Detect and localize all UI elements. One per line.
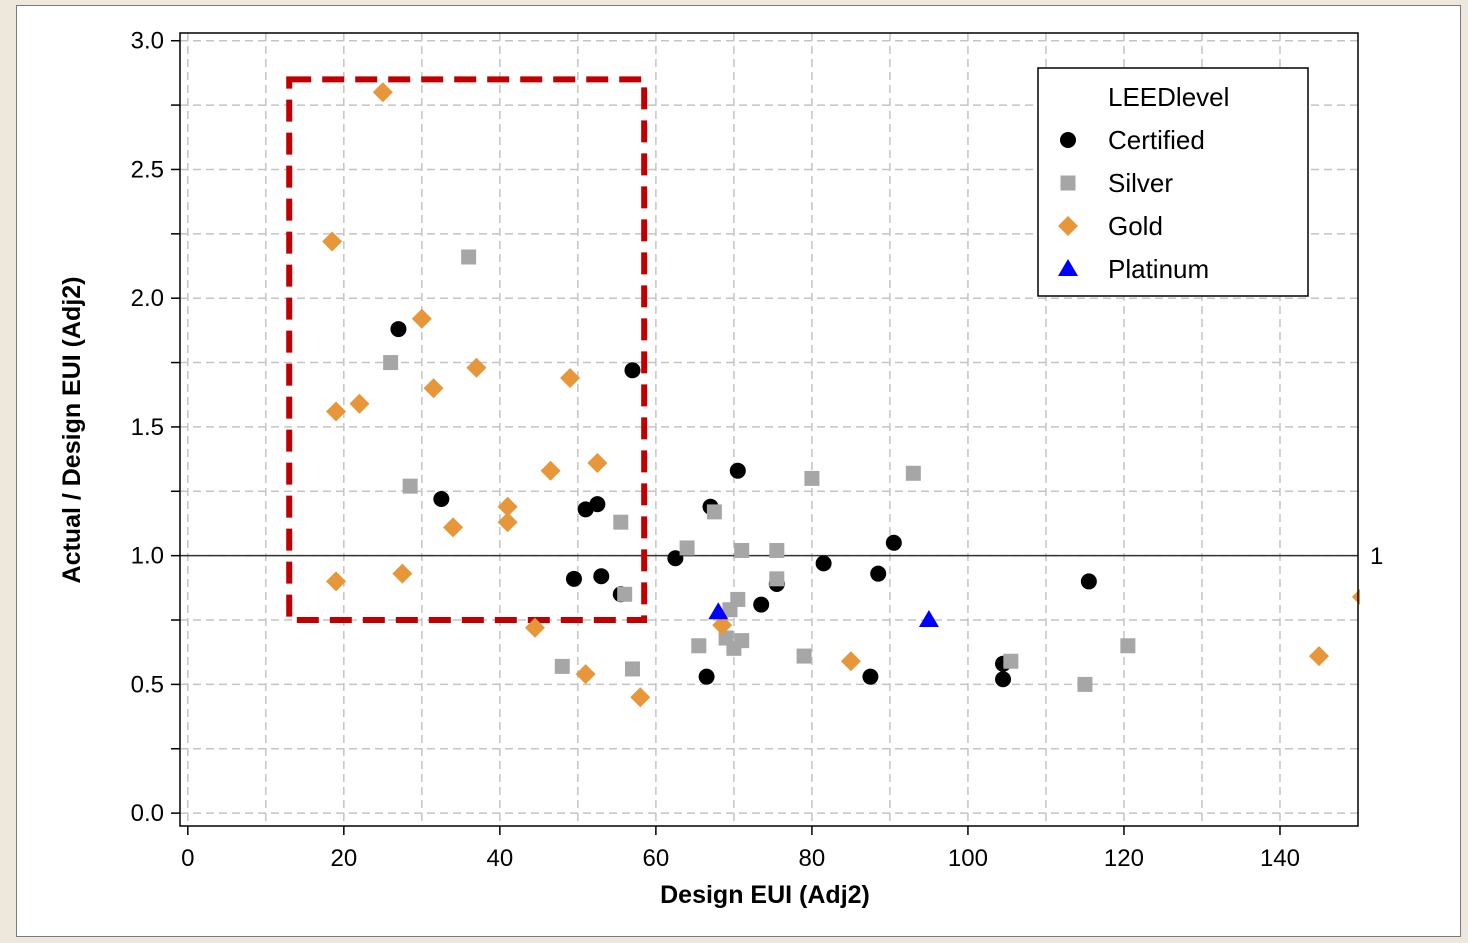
data-point-gold <box>497 512 518 533</box>
legend-marker-platinum <box>1058 259 1078 276</box>
data-point-gold <box>466 357 487 378</box>
data-point-certified <box>624 362 641 379</box>
y-axis-ticks: 0.0 0.5 1.0 1.5 2.0 2.5 3.0 <box>131 28 180 827</box>
data-point-certified <box>870 565 887 582</box>
legend-label-platinum: Platinum <box>1108 254 1209 284</box>
reference-line-label: 1 <box>1370 543 1383 570</box>
x-tick-label: 80 <box>799 845 826 872</box>
legend-label-gold: Gold <box>1108 211 1163 241</box>
legend-marker-silver <box>1060 175 1076 191</box>
data-point-silver <box>402 478 418 494</box>
data-point-gold <box>423 378 444 399</box>
legend-box <box>1037 67 1309 297</box>
data-point-silver <box>905 465 921 481</box>
data-point-certified <box>753 596 770 613</box>
x-tick-label: 40 <box>487 845 514 872</box>
data-point-silver <box>796 648 812 664</box>
data-point-certified <box>565 570 582 587</box>
data-point-certified <box>390 321 407 338</box>
data-point-silver <box>554 658 570 674</box>
data-point-silver <box>613 514 629 530</box>
data-point-gold <box>372 82 393 103</box>
x-axis-ticks: 0 20 40 60 80 100 120 140 <box>181 826 1300 872</box>
data-point-gold <box>712 615 733 636</box>
y-tick-label: 0.0 <box>131 800 164 827</box>
x-tick-label: 20 <box>330 845 357 872</box>
data-points <box>322 82 1360 708</box>
data-point-certified <box>667 550 684 567</box>
data-point-certified <box>589 496 606 513</box>
y-axis-title: Actual / Design EUI (Adj2) <box>58 277 86 584</box>
y-tick-label: 1.0 <box>131 543 164 570</box>
series-silver <box>383 249 1136 692</box>
data-point-silver <box>769 571 785 587</box>
data-point-gold <box>1308 646 1329 667</box>
data-point-certified <box>593 568 610 585</box>
y-tick-label: 2.0 <box>131 285 164 312</box>
data-point-platinum <box>918 610 939 628</box>
data-point-certified <box>862 668 879 685</box>
data-point-gold <box>630 687 651 708</box>
data-point-silver <box>691 638 707 654</box>
data-point-gold <box>524 617 545 638</box>
legend-title: LEEDlevel <box>1108 82 1229 112</box>
data-point-silver <box>734 633 750 649</box>
highlight-box <box>286 76 648 624</box>
legend-marker-gold <box>1058 216 1078 236</box>
data-point-gold <box>840 651 861 672</box>
y-tick-label: 0.5 <box>131 671 164 698</box>
series-platinum <box>708 602 939 628</box>
y-tick-label: 3.0 <box>131 28 164 55</box>
legend: LEEDlevel Certified Silver Gold Platinum <box>1037 67 1309 297</box>
plot-border <box>179 32 1359 827</box>
data-point-silver <box>1003 653 1019 669</box>
data-point-certified <box>698 668 715 685</box>
data-point-silver <box>730 591 746 607</box>
data-point-certified <box>729 462 746 479</box>
data-point-silver <box>1077 676 1093 692</box>
data-point-silver <box>624 661 640 677</box>
legend-items: Certified Silver Gold Platinum <box>1058 125 1209 284</box>
x-tick-label: 60 <box>643 845 670 872</box>
data-point-silver <box>461 249 477 265</box>
data-point-certified <box>815 555 832 572</box>
data-point-gold <box>443 517 464 538</box>
data-point-gold <box>326 401 347 422</box>
data-point-certified <box>885 534 902 551</box>
x-tick-label: 0 <box>181 845 194 872</box>
data-point-silver <box>804 470 820 486</box>
x-tick-label: 100 <box>948 845 988 872</box>
legend-label-certified: Certified <box>1108 125 1205 155</box>
data-point-platinum <box>708 602 729 620</box>
data-point-gold <box>392 563 413 584</box>
data-point-gold <box>575 664 596 685</box>
data-point-silver <box>706 504 722 520</box>
legend-label-silver: Silver <box>1108 168 1173 198</box>
data-point-certified <box>1080 573 1097 590</box>
data-point-certified <box>433 491 450 508</box>
x-tick-label: 120 <box>1104 845 1144 872</box>
data-point-gold <box>326 571 347 592</box>
data-point-silver <box>617 586 633 602</box>
legend-marker-certified <box>1060 132 1076 148</box>
y-tick-label: 2.5 <box>131 156 164 183</box>
x-axis-title: Design EUI (Adj2) <box>660 881 870 909</box>
data-point-silver <box>383 355 399 371</box>
data-point-gold <box>560 368 581 389</box>
data-point-gold <box>497 496 518 517</box>
data-point-certified <box>995 671 1012 688</box>
data-point-gold <box>587 452 608 473</box>
y-tick-label: 1.5 <box>131 414 164 441</box>
data-point-gold <box>411 308 432 329</box>
data-point-silver <box>734 543 750 559</box>
data-point-gold <box>322 231 343 252</box>
data-point-gold <box>349 393 370 414</box>
x-tick-label: 140 <box>1260 845 1300 872</box>
data-point-silver <box>679 540 695 556</box>
data-point-gold <box>540 460 561 481</box>
data-point-silver <box>769 543 785 559</box>
data-point-silver <box>1120 638 1136 654</box>
series-gold <box>322 82 1360 708</box>
